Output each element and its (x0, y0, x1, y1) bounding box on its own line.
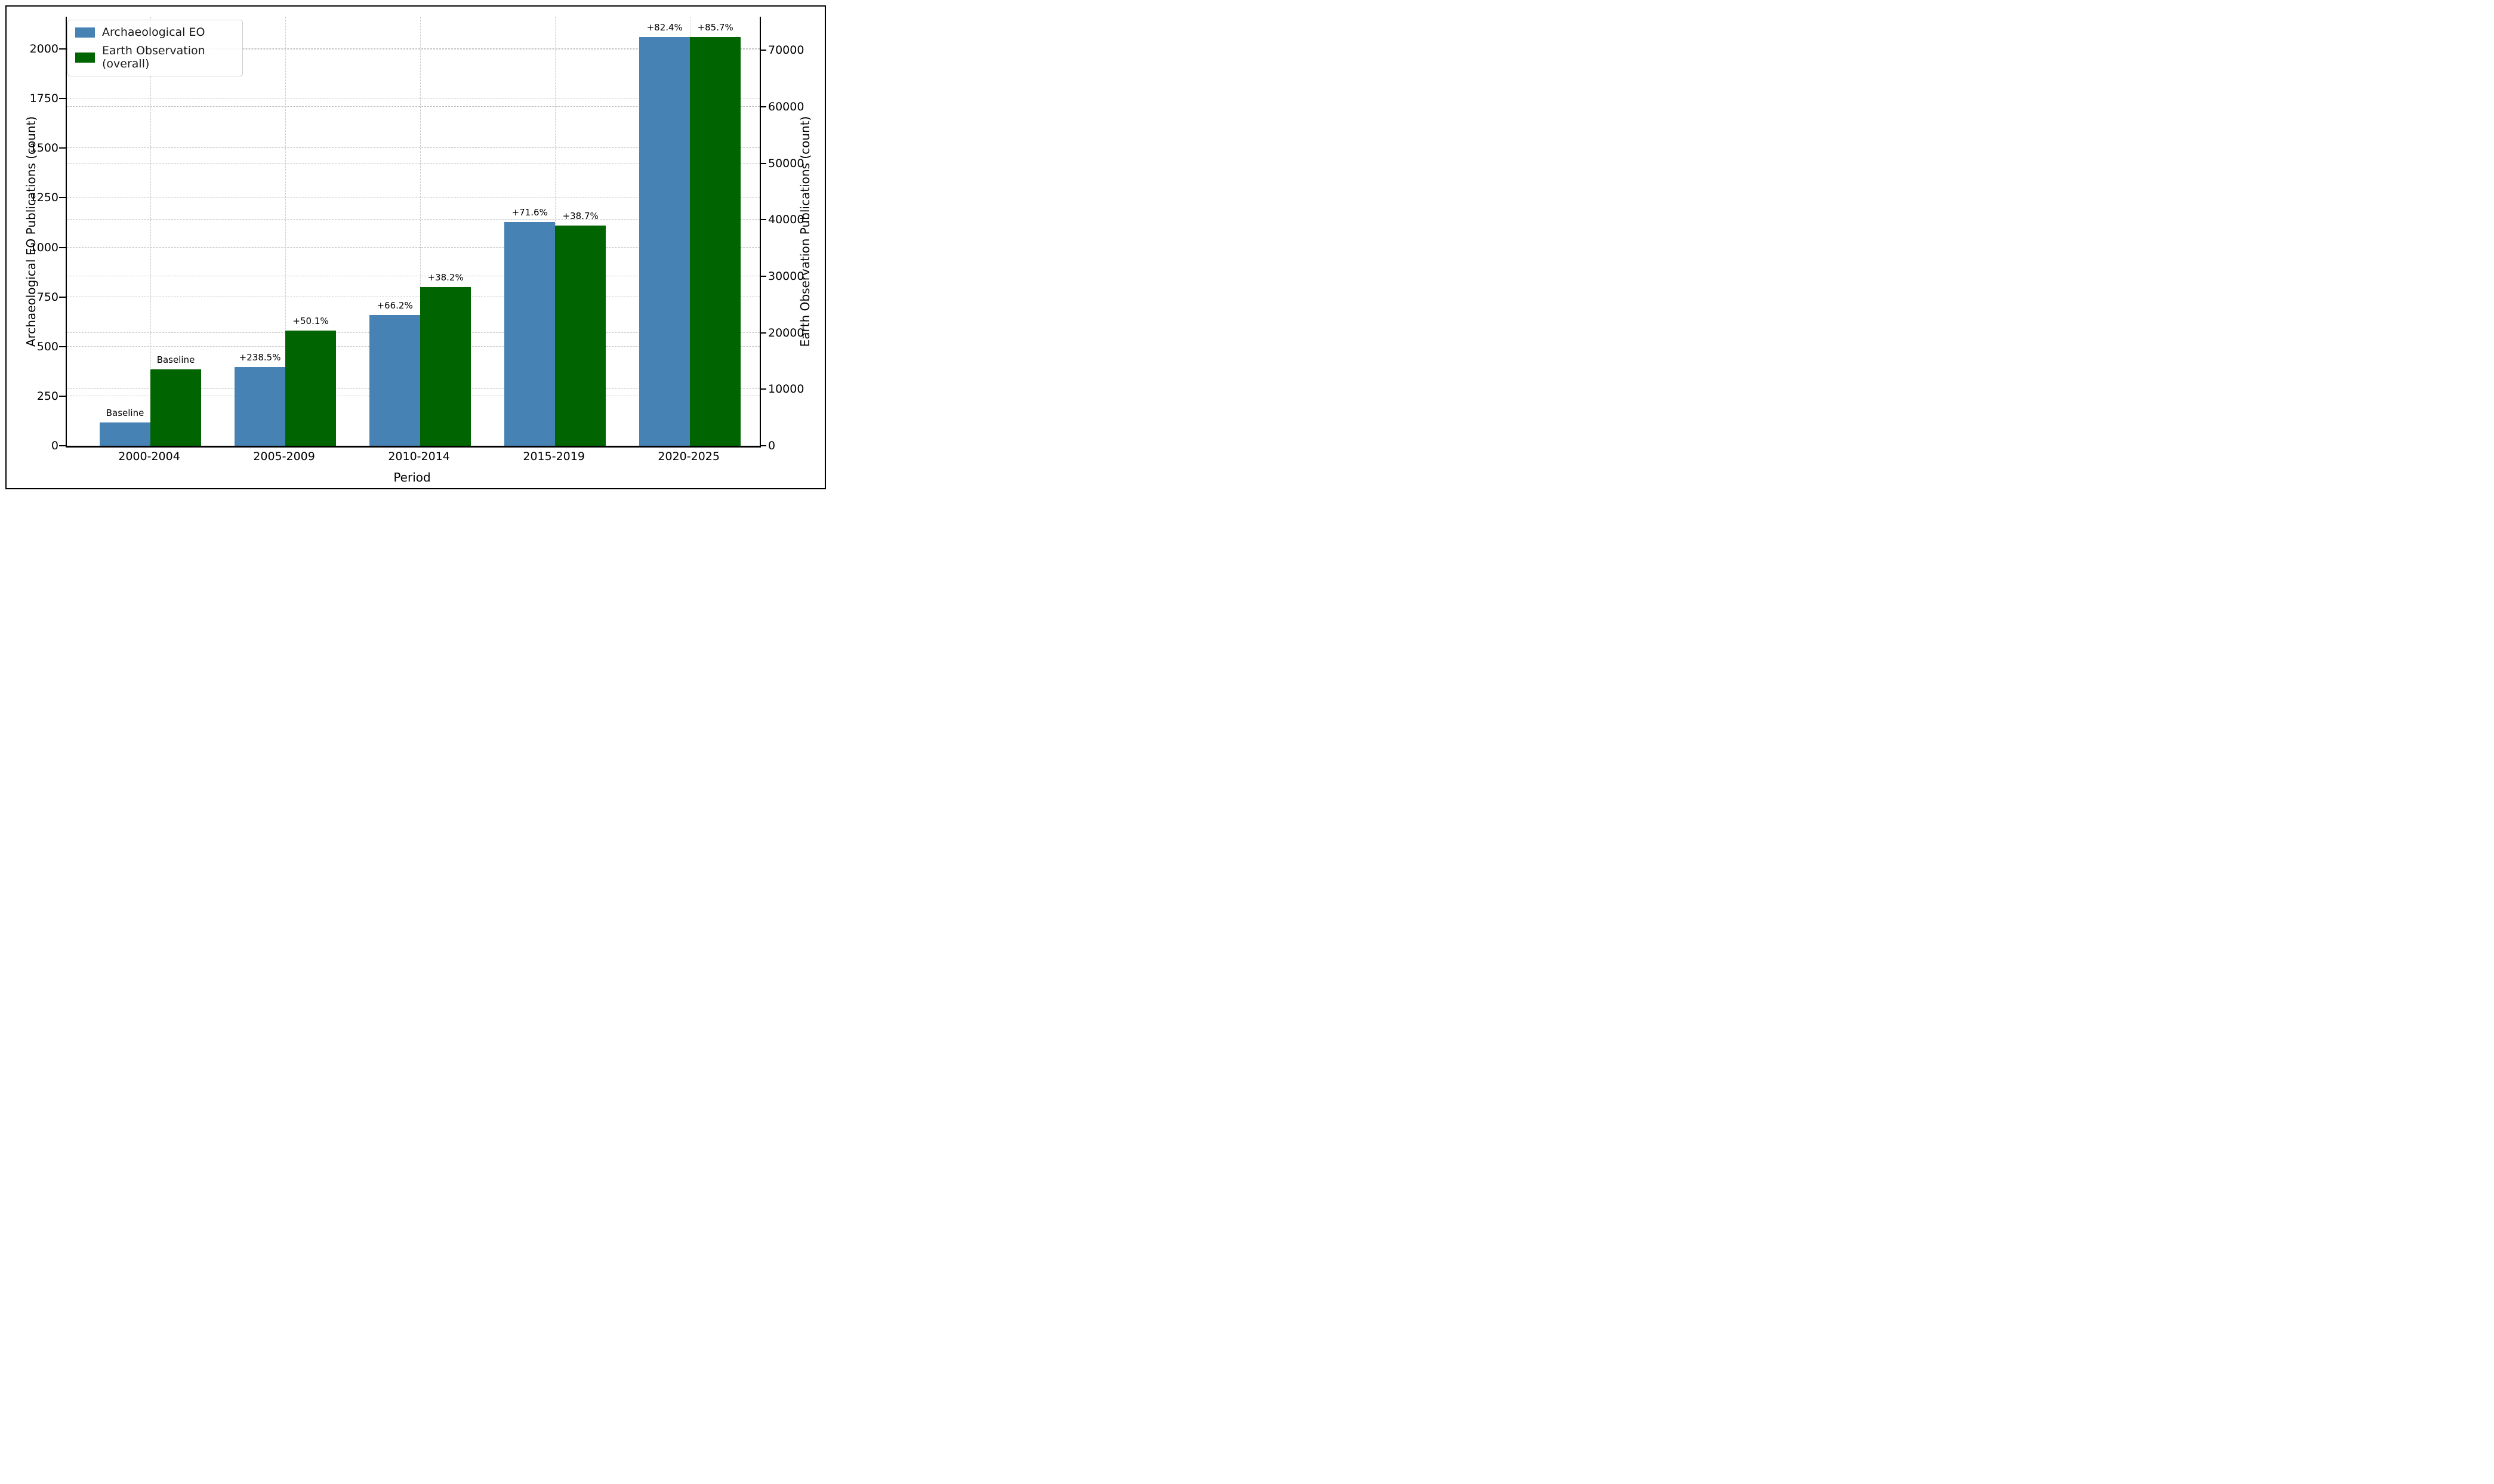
x-axis-title: Period (393, 470, 431, 485)
y-tick-right-0: 0 (768, 439, 776, 452)
legend-swatch-earth-observation (75, 52, 95, 63)
bar-earth-observation-2015-2019 (555, 226, 606, 446)
y-tick-right-40000: 40000 (768, 213, 804, 227)
y-tickmark-left-0 (59, 445, 66, 446)
bar-archaeological-eo-2000-2004 (100, 422, 151, 446)
gridline-left-1000 (67, 246, 760, 248)
bar-label-earth-observation-2000-2004: Baseline (156, 354, 195, 365)
y-tick-right-50000: 50000 (768, 156, 804, 170)
bar-label-archaeological-eo-2010-2014: +66.2% (377, 300, 413, 311)
x-tick-2020-2025: 2020-2025 (658, 450, 720, 463)
y-tick-left-2000: 2000 (29, 42, 58, 56)
legend-label-archaeological-eo: Archaeological EO (102, 26, 205, 39)
y-tickmark-left-250 (59, 395, 66, 397)
y-tick-left-1250: 1250 (29, 191, 58, 205)
legend-label-earth-observation: Earth Observation (overall) (102, 44, 205, 70)
bar-label-archaeological-eo-2020-2025: +82.4% (646, 22, 683, 33)
bar-earth-observation-2005-2009 (285, 331, 337, 446)
gridline-category-2000-2004 (150, 17, 152, 446)
y-tick-right-30000: 30000 (768, 269, 804, 283)
bar-label-archaeological-eo-2015-2019: +71.6% (511, 206, 548, 218)
bar-archaeological-eo-2005-2009 (235, 367, 286, 446)
y-tickmark-right-70000 (760, 50, 766, 51)
gridline-right-40000 (67, 219, 760, 220)
y-tick-right-60000: 60000 (768, 100, 804, 113)
legend-swatch-archaeological-eo (75, 27, 95, 38)
y-tickmark-right-60000 (760, 106, 766, 107)
y-axis-left-title: Archaeological EO Publications (count) (24, 116, 38, 347)
bar-earth-observation-2020-2025 (690, 37, 741, 446)
bar-archaeological-eo-2015-2019 (504, 221, 556, 446)
y-tickmark-left-1750 (59, 98, 66, 100)
bar-label-archaeological-eo-2005-2009: +238.5% (239, 352, 281, 363)
x-tick-2000-2004: 2000-2004 (118, 450, 180, 463)
x-tick-2010-2014: 2010-2014 (388, 450, 450, 463)
bar-earth-observation-2000-2004 (150, 369, 201, 446)
gridline-right-60000 (67, 106, 760, 107)
y-tickmark-right-50000 (760, 162, 766, 164)
y-tickmark-left-1250 (59, 197, 66, 199)
figure: Baseline +238.5% +66.2% +71.6% +82.4% Baselin… (0, 0, 831, 495)
gridline-category-2005-2009 (285, 17, 286, 446)
y-tick-right-10000: 10000 (768, 382, 804, 396)
legend: Archaeological EO Earth Observation (ove… (67, 20, 243, 76)
y-tickmark-right-10000 (760, 388, 766, 390)
bar-archaeological-eo-2010-2014 (369, 315, 421, 446)
bar-label-earth-observation-2015-2019: +38.7% (562, 211, 599, 222)
gridline-category-2010-2014 (420, 17, 421, 446)
y-tickmark-left-2000 (59, 48, 66, 50)
bar-earth-observation-2010-2014 (420, 287, 471, 446)
bar-label-archaeological-eo-2000-2004: Baseline (106, 408, 144, 419)
gridline-left-1500 (67, 147, 760, 149)
x-tick-2015-2019: 2015-2019 (523, 450, 585, 463)
y-tickmark-left-750 (59, 296, 66, 298)
bar-label-earth-observation-2020-2025: +85.7% (697, 22, 733, 33)
bar-label-earth-observation-2010-2014: +38.2% (427, 272, 464, 283)
bar-label-earth-observation-2005-2009: +50.1% (292, 316, 329, 327)
y-tick-left-1500: 1500 (29, 141, 58, 155)
y-tickmark-left-500 (59, 345, 66, 347)
gridline-left-2000 (67, 48, 760, 50)
y-tick-left-250: 250 (36, 389, 58, 403)
y-tickmark-right-20000 (760, 332, 766, 334)
y-tick-left-1750: 1750 (29, 92, 58, 106)
y-tick-left-750: 750 (36, 290, 58, 304)
y-tickmark-right-0 (760, 445, 766, 446)
bar-archaeological-eo-2020-2025 (639, 37, 690, 446)
y-tickmark-right-40000 (760, 219, 766, 221)
y-tick-right-20000: 20000 (768, 326, 804, 340)
legend-item-archaeological-eo: Archaeological EO (75, 26, 235, 39)
y-tick-left-500: 500 (36, 340, 58, 353)
y-tick-right-70000: 70000 (768, 44, 804, 57)
y-tickmark-left-1000 (59, 246, 66, 248)
legend-item-earth-observation: Earth Observation (overall) (75, 44, 235, 70)
plot-area: Baseline +238.5% +66.2% +71.6% +82.4% Baselin… (66, 17, 761, 448)
y-tickmark-left-1500 (59, 147, 66, 149)
y-tick-left-0: 0 (51, 439, 58, 452)
y-tickmark-right-30000 (760, 275, 766, 277)
y-axis-right-title: Earth Observation Publications (count) (798, 116, 812, 347)
y-tick-left-1000: 1000 (29, 240, 58, 254)
x-tick-2005-2009: 2005-2009 (253, 450, 315, 463)
